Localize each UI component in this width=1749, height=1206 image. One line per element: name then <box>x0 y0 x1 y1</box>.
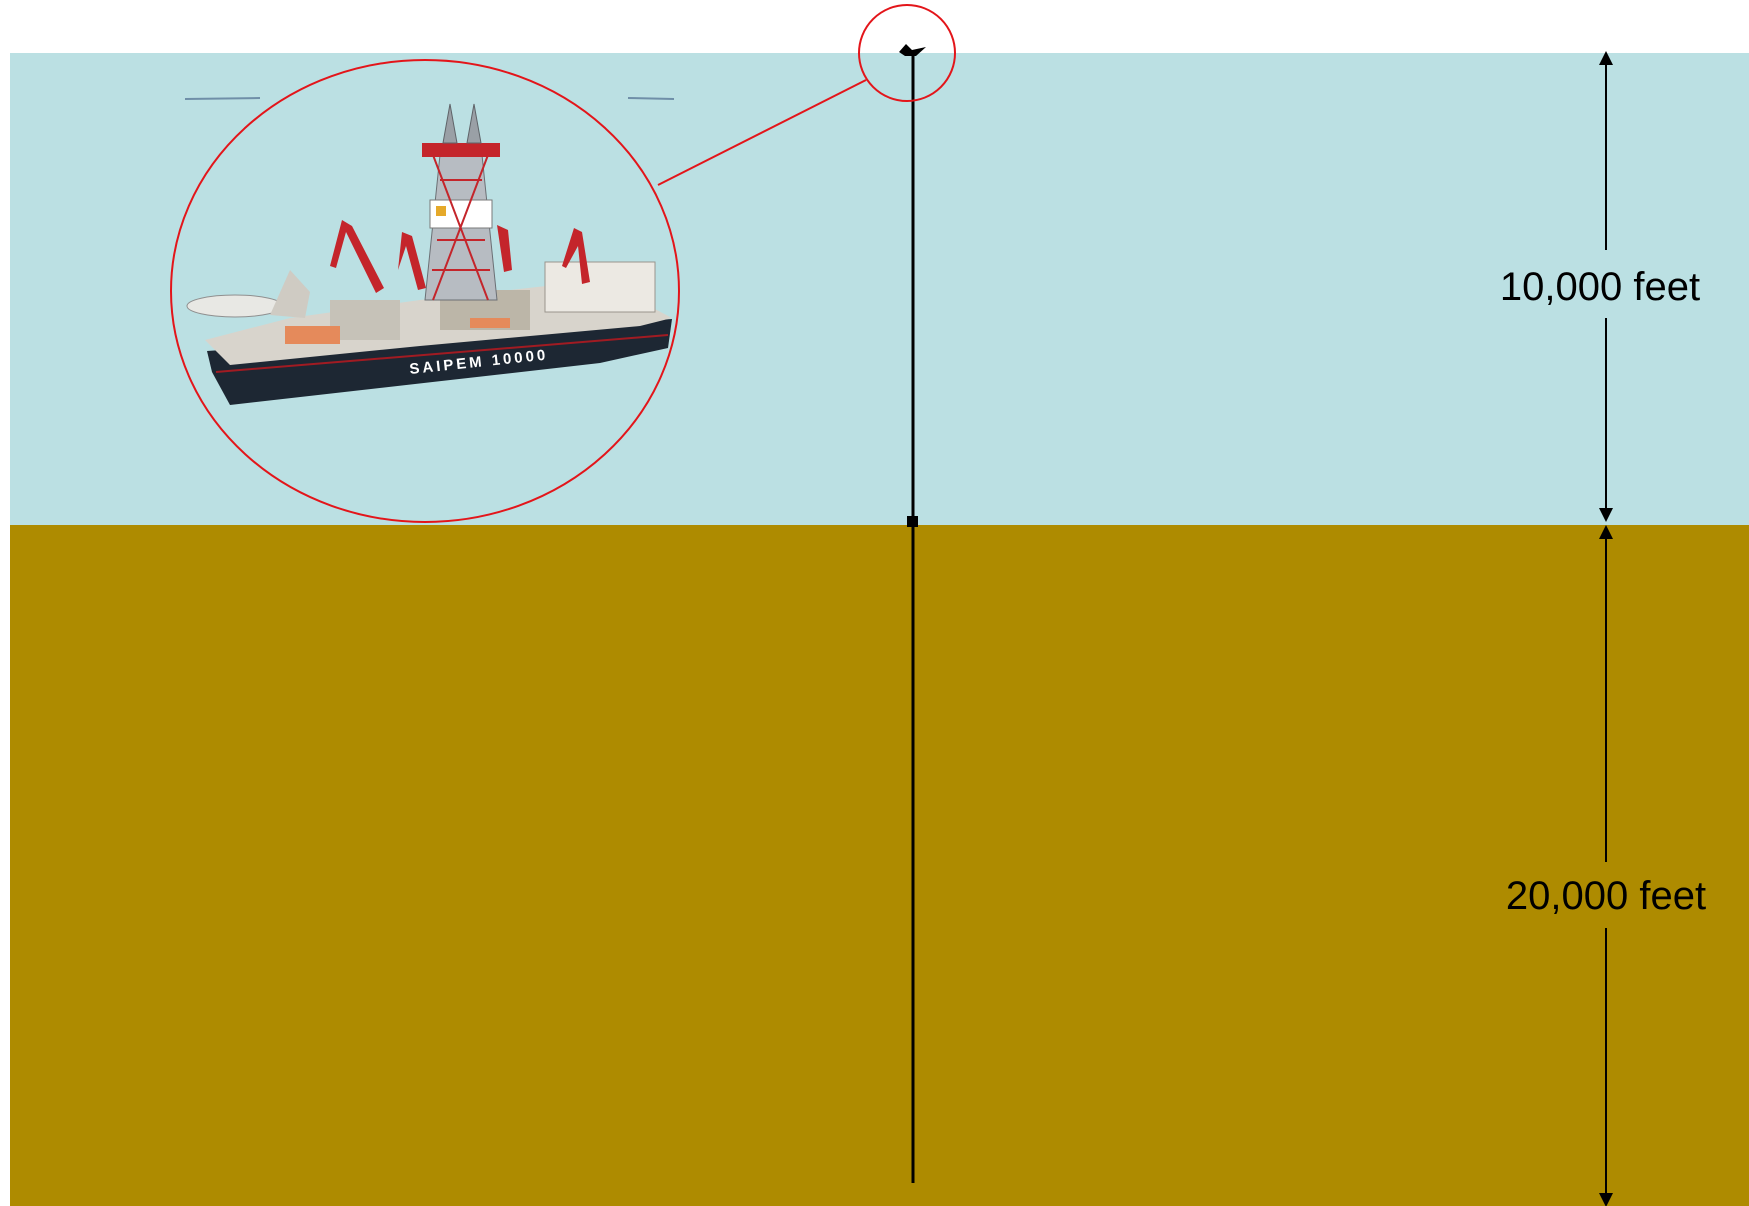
drillship-illustration: SAIPEM 10000 <box>186 103 672 405</box>
crane-right <box>562 228 590 284</box>
horizon-line-left <box>184 97 261 100</box>
enlarged-view-ellipse <box>170 59 680 523</box>
callout-connector <box>657 79 867 186</box>
vessel-callout-circle <box>858 4 956 102</box>
water-depth-label: 10,000 feet <box>1500 265 1700 309</box>
ship-hull <box>207 319 672 405</box>
water-layer <box>10 53 1749 525</box>
seabed-layer <box>10 525 1749 1206</box>
crane-left <box>330 220 384 293</box>
horizon-line-right <box>627 97 675 100</box>
helideck <box>186 294 284 318</box>
crane-middle <box>398 232 426 290</box>
vessel-icon <box>899 44 926 56</box>
wellhead-marker <box>907 516 918 527</box>
subsea-depth-label: 20,000 feet <box>1506 874 1706 918</box>
